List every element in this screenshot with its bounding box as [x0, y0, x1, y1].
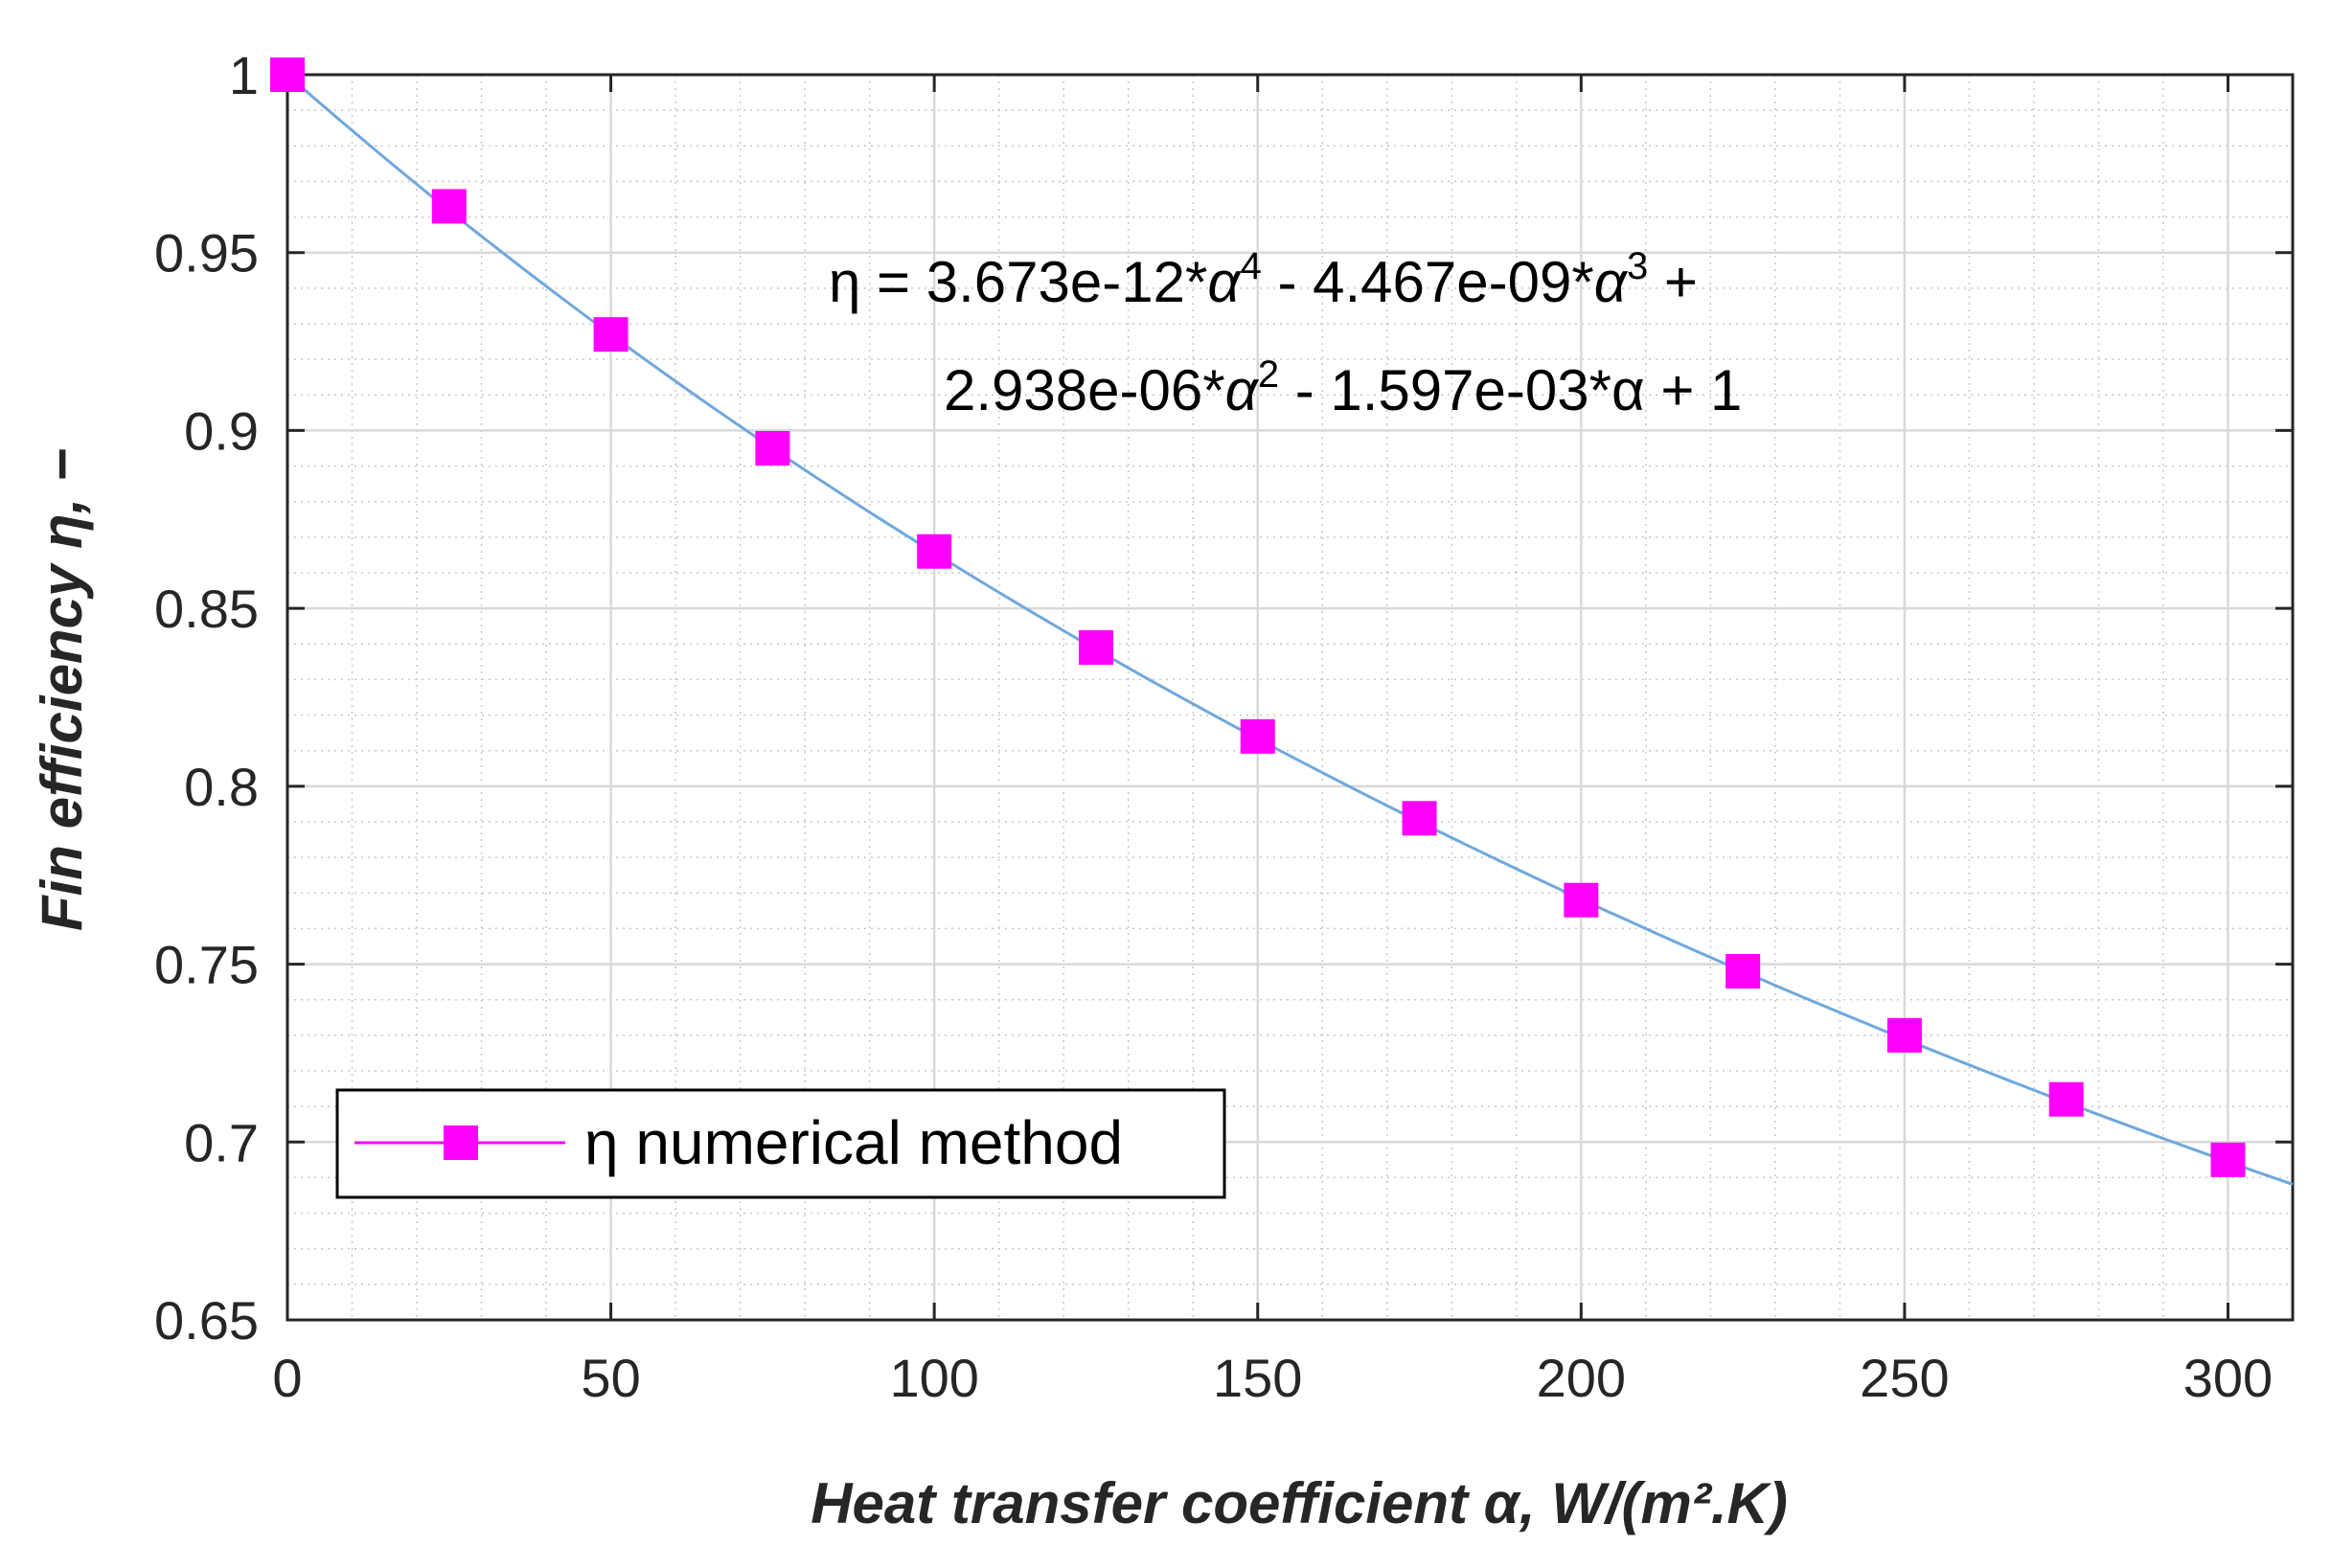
data-point-marker [1886, 1017, 1922, 1053]
legend-marker [444, 1125, 478, 1160]
data-point-marker [2210, 1142, 2246, 1177]
y-axis-title: Fin efficiency η, − [30, 448, 94, 931]
data-point-marker [1564, 882, 1599, 918]
y-tick-label: 0.9 [184, 400, 259, 461]
x-tick-label: 50 [581, 1348, 640, 1408]
fit-equation-line-1: η = 3.673e-12*α4 - 4.467e-09*α3 + [829, 245, 1698, 314]
legend: η numerical method [335, 1088, 1226, 1199]
x-tick-label: 250 [1860, 1348, 1949, 1408]
series [270, 57, 2294, 1186]
y-tick-label: 0.65 [154, 1290, 259, 1351]
data-point-marker [2048, 1081, 2084, 1117]
data-point-marker [1725, 954, 1761, 989]
data-point-marker [1078, 630, 1113, 665]
data-point-marker [755, 431, 790, 466]
data-point-marker [1402, 801, 1437, 836]
data-point-marker [431, 189, 467, 224]
axes: 0 50 100 150 200 250 300 0.65 0.7 0.75 0.8 0.85 0.9 0… [154, 45, 2295, 1408]
x-tick-label: 150 [1213, 1348, 1302, 1408]
y-tick-label: 0.75 [154, 935, 259, 995]
data-point-marker [917, 534, 952, 569]
x-tick-label: 100 [889, 1348, 978, 1408]
x-tick-label: 200 [1537, 1348, 1626, 1408]
fit-equation-line-2: 2.938e-06*α2 - 1.597e-03*α + 1 [944, 353, 1742, 422]
y-tick-label: 0.95 [154, 223, 259, 284]
y-tick-label: 0.8 [184, 757, 259, 817]
y-tick-label: 1 [229, 45, 259, 105]
y-tick-label: 0.85 [154, 579, 259, 639]
data-point-marker [270, 57, 305, 92]
x-axis-title: Heat transfer coefficient α, W/(m².K) [811, 1471, 1788, 1535]
x-tick-label: 0 [272, 1348, 302, 1408]
data-point-marker [593, 317, 628, 352]
legend-label: η numerical method [584, 1108, 1123, 1177]
data-point-marker [1240, 718, 1275, 754]
x-tick-label: 300 [2183, 1348, 2273, 1408]
y-tick-label: 0.7 [184, 1112, 259, 1172]
plot-frame [286, 73, 2295, 1322]
